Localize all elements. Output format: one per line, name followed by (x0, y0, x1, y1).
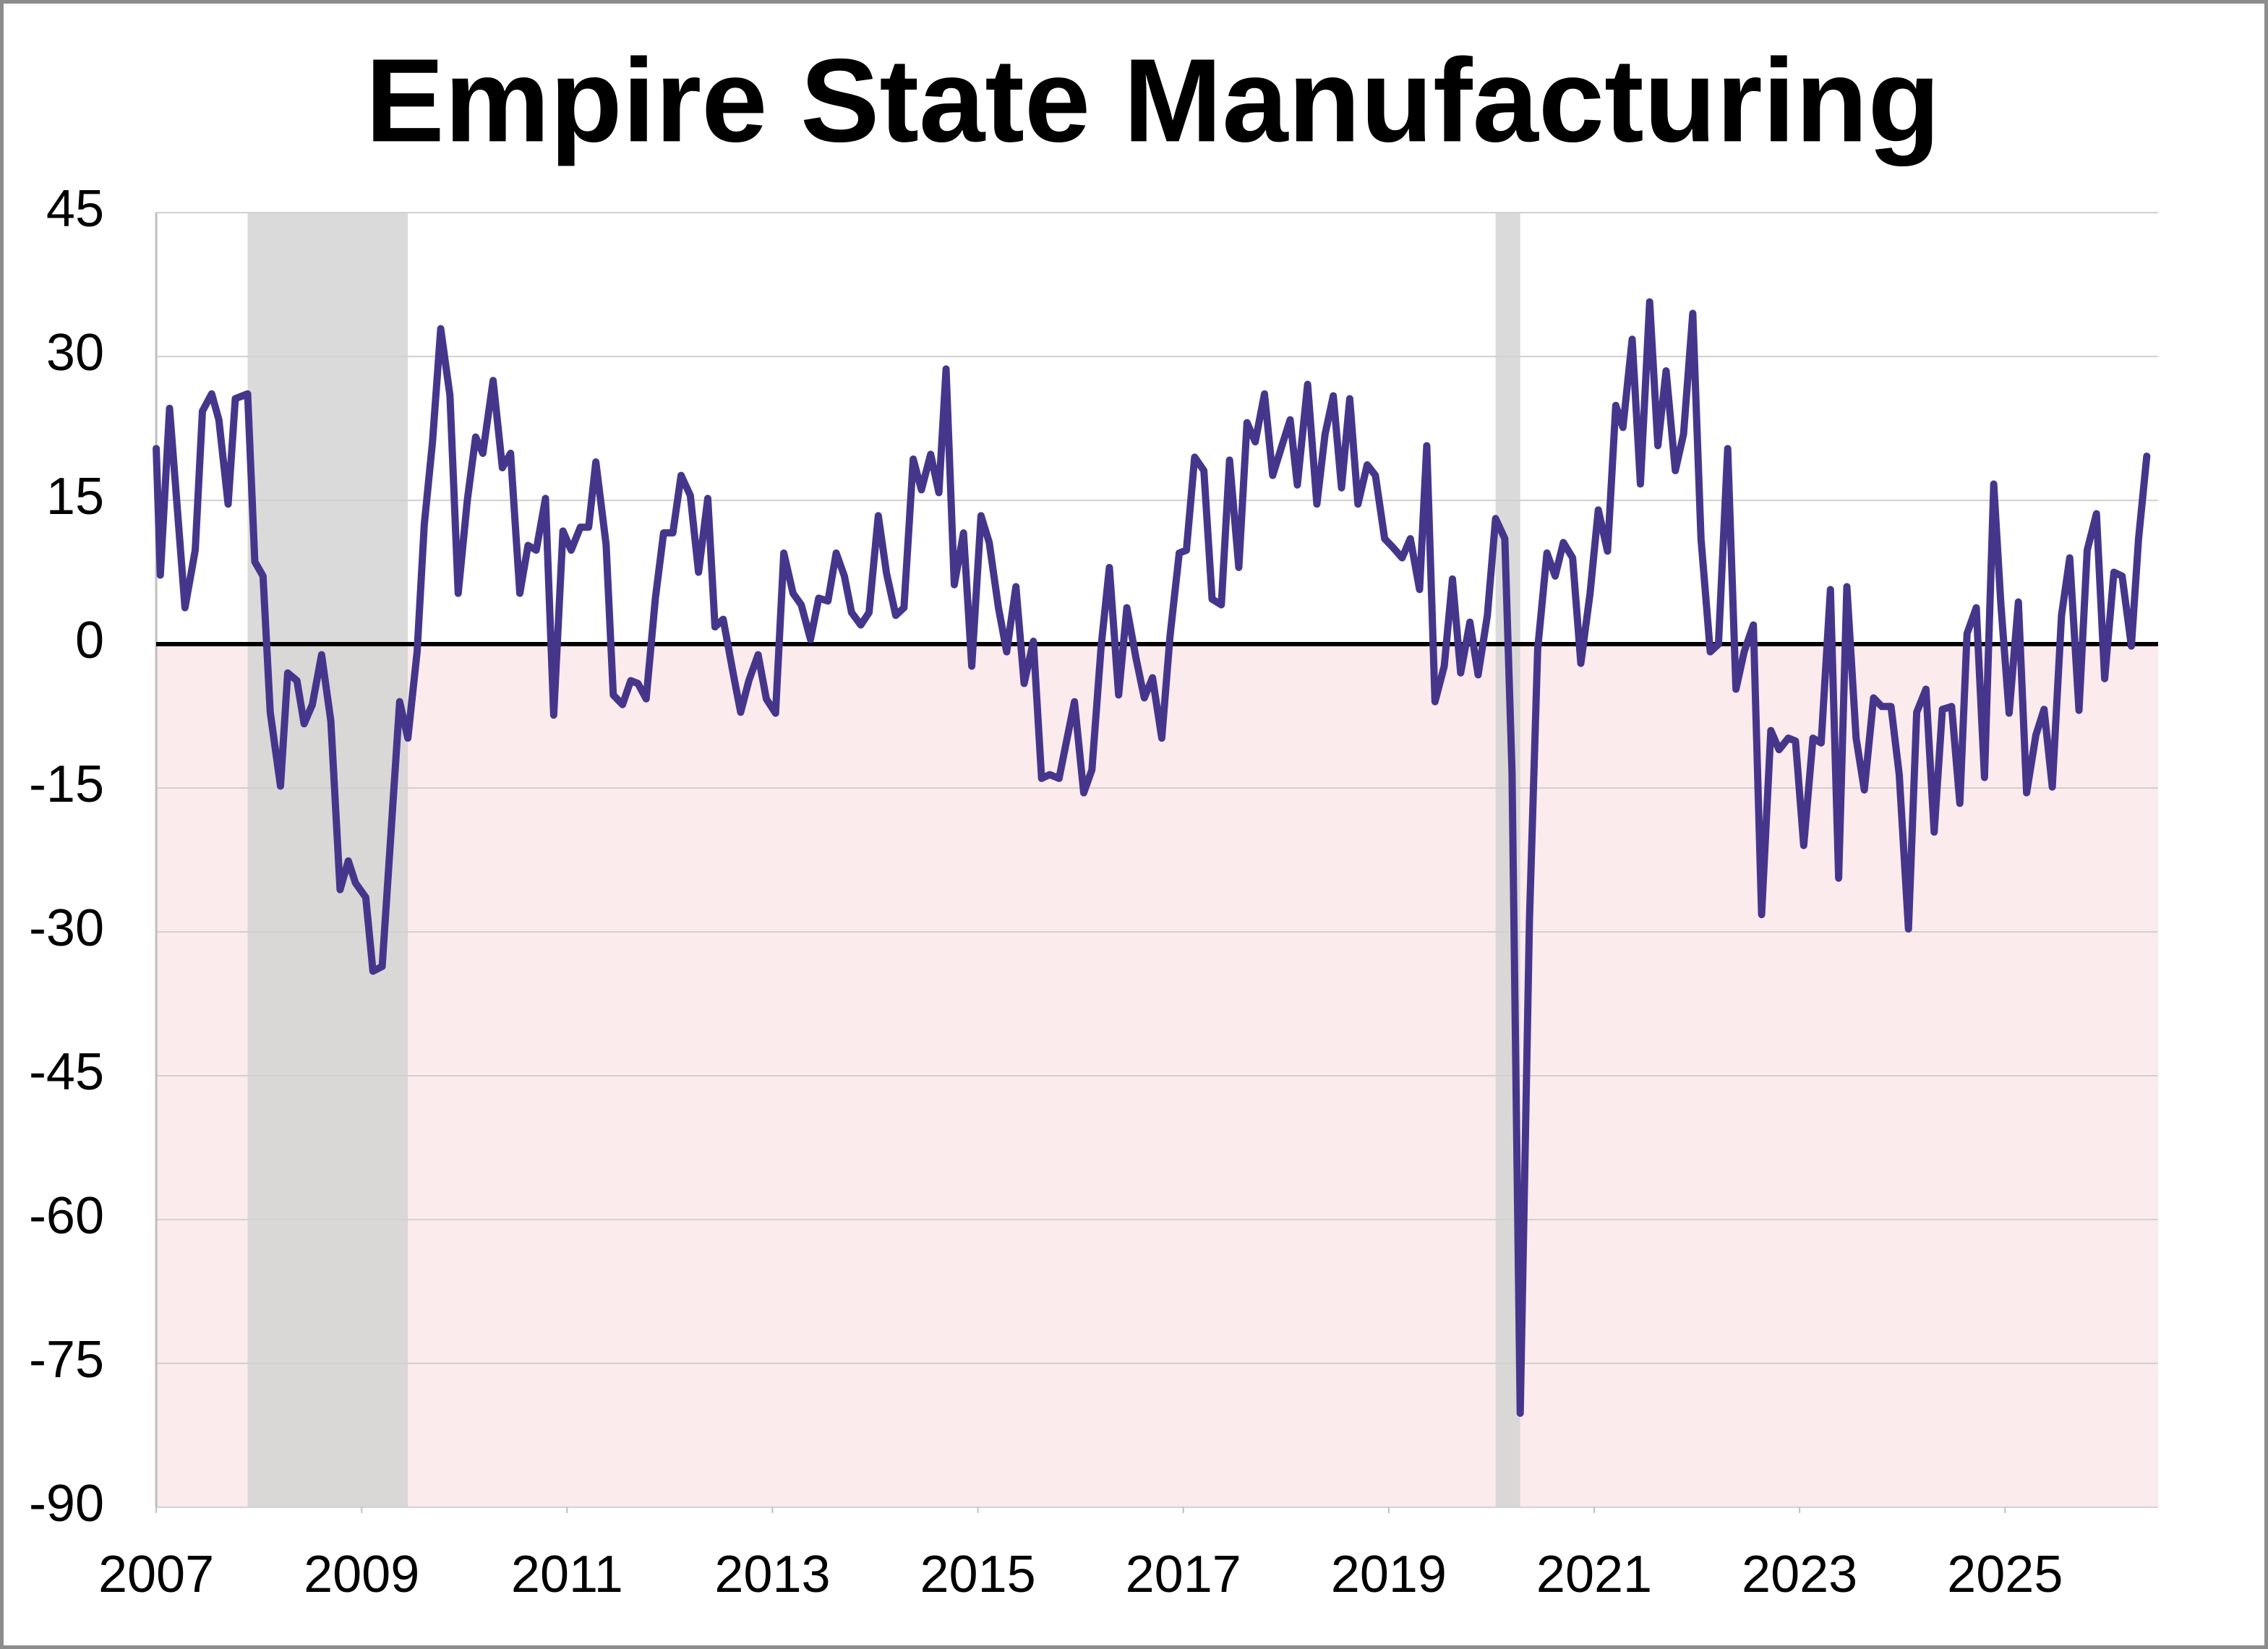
x-tick-label: 2021 (1536, 1546, 1652, 1603)
y-tick-label: -45 (29, 1043, 104, 1101)
y-tick-label: -90 (29, 1475, 104, 1533)
x-tick-label: 2017 (1126, 1546, 1241, 1603)
x-tick-label: 2009 (304, 1546, 419, 1603)
y-tick-label: 15 (46, 468, 104, 526)
y-tick-label: 45 (46, 180, 104, 238)
y-tick-label: 0 (75, 612, 104, 669)
recession-band (247, 213, 408, 1507)
x-tick-label: 2015 (920, 1546, 1035, 1603)
y-tick-label: -60 (29, 1187, 104, 1245)
x-tick-label: 2019 (1331, 1546, 1447, 1603)
y-tick-label: -30 (29, 899, 104, 957)
x-tick-label: 2007 (98, 1546, 214, 1603)
data-line (153, 298, 2151, 1417)
y-tick-label: -15 (29, 755, 104, 813)
y-tick-label: -75 (29, 1331, 104, 1389)
x-tick-label: 2013 (714, 1546, 830, 1603)
y-tick-label: 30 (46, 324, 104, 382)
x-tick-label: 2025 (1947, 1546, 2063, 1603)
x-tick-label: 2023 (1742, 1546, 1857, 1603)
chart-title: Empire State Manufacturing (365, 33, 1940, 166)
x-tick-label: 2011 (511, 1546, 623, 1603)
